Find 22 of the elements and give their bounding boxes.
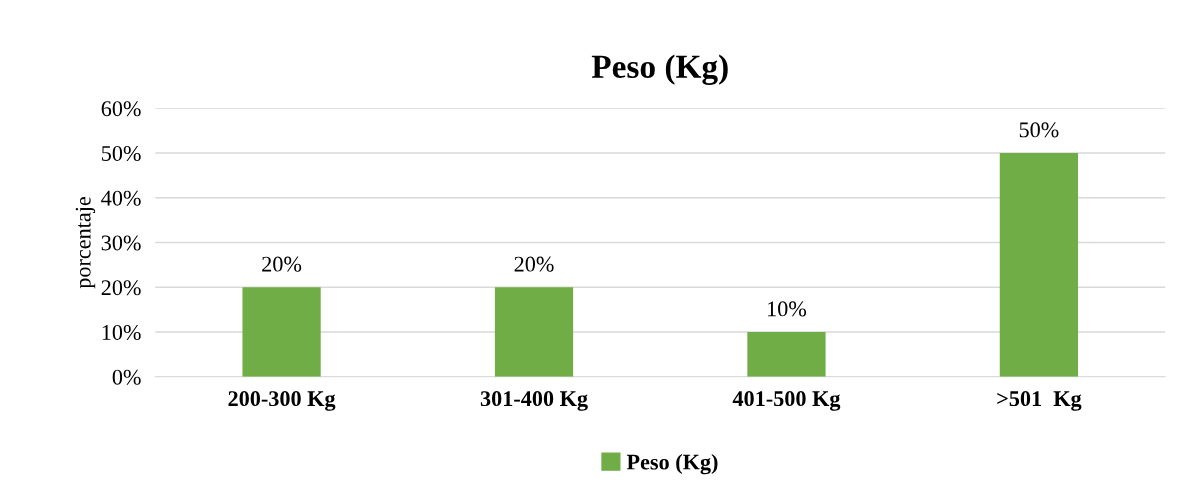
bar [999,152,1079,377]
y-tick-label: 10% [102,324,141,340]
chart-title: Peso (Kg) [591,54,728,86]
y-tick-label: 0% [112,369,141,385]
data-label: 50% [1019,122,1059,138]
data-label: 10% [768,301,807,317]
y-tick-label: 50% [102,145,141,161]
x-tick-label: 301-400 Kg [480,391,588,411]
legend-label: Peso (Kg) [626,453,718,475]
x-tick-label: 200-300 Kg [228,391,336,411]
y-axis-title: porcentaje [75,196,96,289]
y-tick-label: 30% [101,235,141,251]
bar [242,287,321,377]
data-label: 20% [262,256,302,272]
bar [494,287,574,377]
y-tick-label: 20% [101,280,141,296]
y-tick-label: 60% [101,101,141,117]
x-tick-label: 401-500 Kg [732,391,841,411]
data-label: 20% [514,256,554,272]
x-tick-label: >501 Kg [997,391,1082,411]
y-tick-label: 40% [101,190,141,206]
bar [747,332,826,377]
